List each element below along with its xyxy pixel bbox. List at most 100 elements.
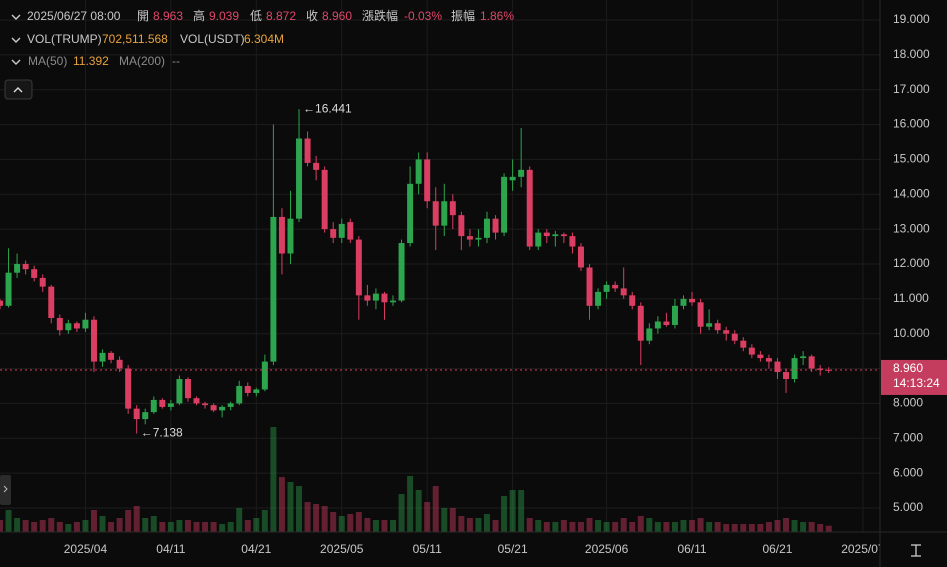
grid (0, 0, 880, 532)
y-tick-label: 15.000 (893, 152, 930, 166)
volume-bar (227, 522, 234, 532)
ma200-value: -- (172, 54, 180, 68)
candle-body (244, 385, 251, 393)
volume-bar (5, 510, 12, 532)
y-tick-label: 13.000 (893, 221, 930, 235)
candle-body (313, 162, 320, 170)
y-tick-label: 19.000 (893, 12, 930, 26)
volume-bar (31, 522, 38, 532)
candle-body (706, 323, 713, 327)
candle-body (159, 399, 166, 407)
candle-body (586, 267, 593, 306)
volume-bar (765, 522, 772, 532)
candle-body (210, 405, 217, 411)
candle-body (475, 237, 482, 240)
volume-bar (390, 520, 396, 532)
candle-body (646, 328, 653, 341)
annotation-arrow: ← (303, 101, 315, 115)
vol-base-label: VOL(TRUMP) (27, 32, 102, 46)
y-tick-label: 10.000 (893, 326, 930, 340)
candle-body (458, 215, 465, 237)
candle-body (150, 399, 157, 413)
candle-body (14, 263, 21, 273)
annotation-arrow: ← (141, 426, 153, 440)
volume-bar (800, 522, 807, 532)
collapse-chevron[interactable] (11, 14, 21, 20)
axis-settings-button[interactable] (911, 544, 921, 557)
candle-body (5, 272, 12, 306)
side-handle-icon (3, 485, 8, 493)
candle-body (347, 222, 354, 240)
volume-bar (441, 508, 448, 532)
candle-body (227, 403, 234, 407)
volume-bar (22, 520, 29, 532)
candle-body (82, 319, 89, 329)
change-value: -0.03% (404, 9, 442, 23)
volume-bar (526, 518, 533, 532)
candle-body (90, 319, 97, 362)
volume-bar (347, 514, 354, 532)
candle-body (184, 379, 191, 399)
volume-bar (39, 520, 46, 532)
x-tick-label: 04/11 (156, 542, 185, 556)
candle-body (577, 246, 584, 268)
candle-body (543, 232, 550, 237)
change-label: 漲跌幅 (362, 8, 398, 23)
volume-bar (629, 522, 636, 532)
volume-bar (560, 520, 567, 532)
candle-body (800, 356, 807, 359)
volume-bar (475, 518, 482, 532)
candle-body (381, 293, 388, 303)
volume-bar (364, 518, 371, 532)
collapse-chevron[interactable] (11, 37, 21, 43)
ma50-value: 11.392 (73, 54, 109, 68)
candle-body (73, 323, 80, 329)
candle-body (654, 321, 661, 329)
candle-body (278, 216, 285, 254)
collapse-button[interactable] (4, 79, 33, 100)
volume-bar (321, 506, 328, 532)
volume-bar (646, 518, 653, 532)
volume-bar (654, 522, 661, 532)
candle-body (253, 389, 260, 393)
candle-body (202, 403, 209, 406)
x-tick-label: 2025/06 (585, 542, 629, 556)
y-tick-label: 18.000 (893, 47, 930, 61)
candle-body (296, 138, 303, 219)
volume-bar (381, 520, 388, 532)
volume-bar (142, 518, 149, 532)
volume-bar (167, 522, 174, 532)
volume-bar (680, 520, 687, 532)
candle-body (740, 340, 747, 348)
volume-bar (825, 525, 832, 532)
candle-body (338, 223, 345, 238)
y-tick-label: 7.000 (893, 430, 923, 444)
volume-bar (484, 514, 490, 532)
volume-bar (90, 510, 97, 532)
volume-bar (125, 510, 132, 532)
open-label: 開 (137, 9, 149, 23)
candle-body (765, 358, 772, 362)
volume-bar (73, 522, 80, 532)
collapse-icon (13, 87, 23, 93)
candle-body (723, 330, 730, 334)
datetime: 2025/06/27 08:00 (27, 9, 121, 23)
open-value: 8.963 (153, 9, 183, 23)
candle-body (219, 406, 226, 411)
max-price-label: 16.441 (315, 101, 352, 115)
volume-bar (791, 520, 798, 532)
candle-body (501, 176, 508, 233)
candle-body (22, 263, 29, 270)
volume-bar (330, 512, 337, 532)
collapse-chevron[interactable] (11, 59, 21, 65)
volume-bar (817, 524, 824, 532)
candle-body (663, 321, 670, 325)
candle-body (390, 300, 396, 303)
volume-bar (313, 504, 320, 532)
vol-quote-value: 6.304M (244, 32, 284, 46)
candle-body (48, 286, 55, 319)
volume-bar (586, 518, 593, 532)
volume-bar (287, 482, 294, 532)
volume-bar (783, 518, 790, 532)
